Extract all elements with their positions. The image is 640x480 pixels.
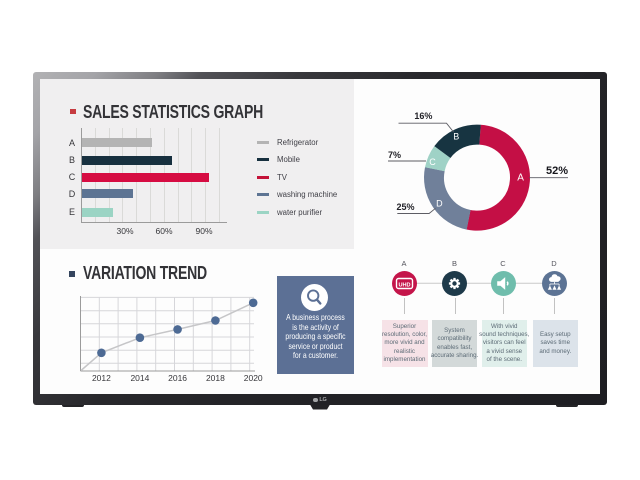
svg-text:C: C <box>429 157 436 167</box>
svg-text:2020: 2020 <box>244 373 263 383</box>
svg-text:7%: 7% <box>388 150 401 160</box>
svg-text:B: B <box>453 132 459 142</box>
svg-text:25%: 25% <box>396 202 414 212</box>
svg-text:2012: 2012 <box>92 373 111 383</box>
svg-text:52%: 52% <box>546 165 568 177</box>
svg-text:2014: 2014 <box>130 373 149 383</box>
svg-text:2016: 2016 <box>168 373 187 383</box>
svg-text:A: A <box>517 172 524 183</box>
svg-text:UHD: UHD <box>398 283 410 289</box>
svg-text:D: D <box>436 199 443 209</box>
svg-text:2018: 2018 <box>206 373 225 383</box>
svg-text:16%: 16% <box>414 111 432 121</box>
